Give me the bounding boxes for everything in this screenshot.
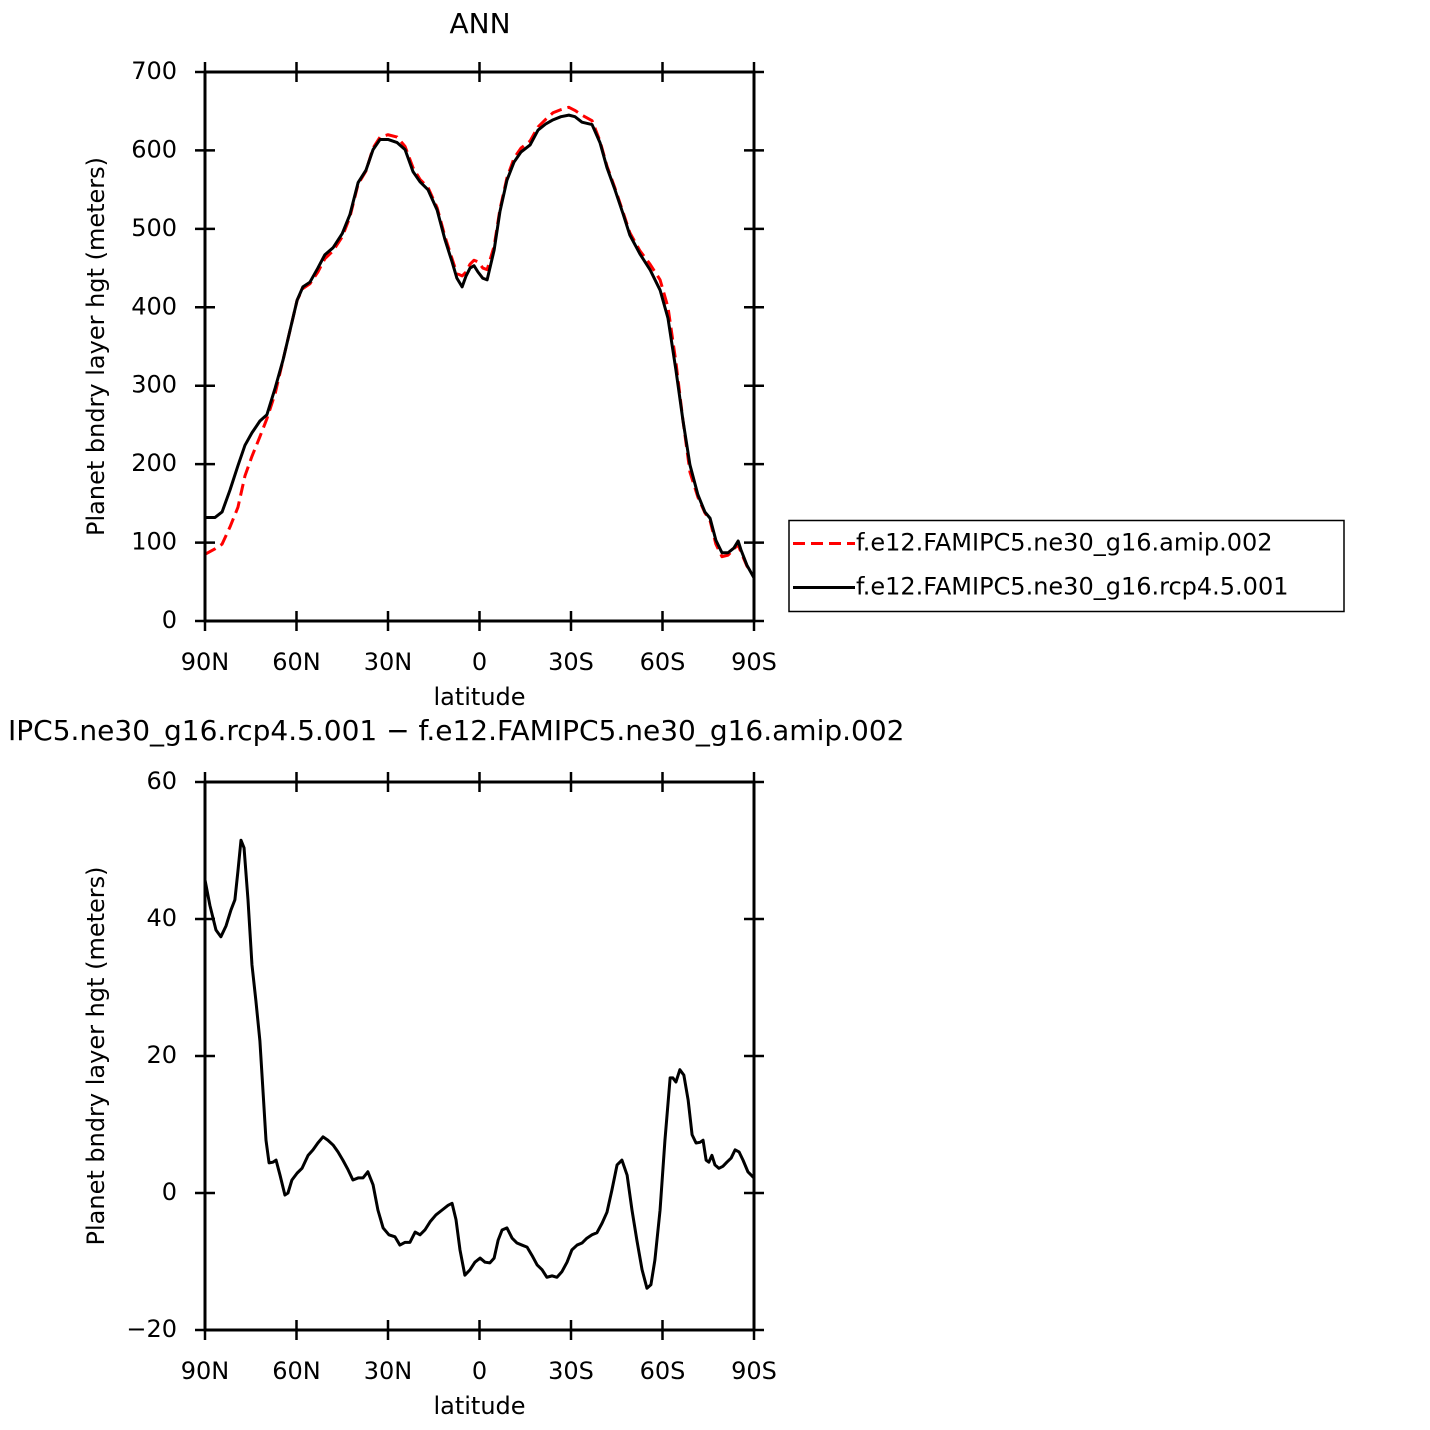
y-tick-label: 40: [146, 904, 177, 932]
x-tick-label: 0: [472, 648, 487, 676]
data-line: [203, 838, 756, 1290]
y-tick-label: 0: [162, 606, 177, 634]
x-tick-label: 90N: [181, 648, 230, 676]
x-tick-label: 90S: [731, 648, 777, 676]
y-tick-label: 200: [131, 449, 177, 477]
x-tick-label: 60N: [272, 648, 321, 676]
y-tick-label: 600: [131, 135, 177, 163]
y-tick-label: 700: [131, 57, 177, 85]
y-tick-label: 0: [162, 1178, 177, 1206]
legend-label: f.e12.FAMIPC5.ne30_g16.amip.002: [856, 529, 1273, 557]
x-tick-label: 30S: [548, 1357, 594, 1385]
x-axis-label: latitude: [433, 683, 525, 711]
x-tick-label: 90N: [181, 1357, 230, 1385]
x-axis-label: latitude: [433, 1392, 525, 1420]
y-tick-label: 60: [146, 767, 177, 795]
legend-label: f.e12.FAMIPC5.ne30_g16.rcp4.5.001: [856, 573, 1289, 601]
x-tick-label: 30N: [364, 1357, 413, 1385]
x-tick-label: 60N: [272, 1357, 321, 1385]
x-tick-label: 30S: [548, 648, 594, 676]
y-tick-label: 100: [131, 528, 177, 556]
y-axis-label: Planet bndry layer hgt (meters): [82, 157, 110, 536]
data-line: [205, 113, 756, 579]
x-tick-label: 90S: [731, 1357, 777, 1385]
chart-title: IPC5.ne30_g16.rcp4.5.001 − f.e12.FAMIPC5…: [8, 714, 904, 747]
y-tick-label: 400: [131, 292, 177, 320]
y-tick-label: −20: [126, 1315, 177, 1343]
x-tick-label: 0: [472, 1357, 487, 1385]
legend-box: [788, 519, 1345, 613]
plot-frame: [203, 780, 756, 1332]
x-tick-label: 60S: [640, 648, 686, 676]
y-tick-label: 500: [131, 214, 177, 242]
y-axis-label: Planet bndry layer hgt (meters): [82, 867, 110, 1246]
y-tick-label: 20: [146, 1041, 177, 1069]
x-tick-label: 30N: [364, 648, 413, 676]
x-tick-label: 60S: [640, 1357, 686, 1385]
y-tick-label: 300: [131, 371, 177, 399]
plot-frame: [203, 70, 756, 623]
chart-title: ANN: [449, 7, 510, 40]
